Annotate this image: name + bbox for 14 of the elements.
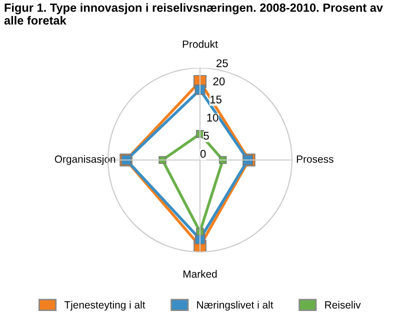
y-tick-label: 5 [204,132,209,140]
spoke-label: Marked [183,270,217,278]
legend-label: Reiseliv [325,300,361,309]
y-tick-label: 10 [207,114,218,122]
y-tick-label: 15 [210,96,222,104]
y-tick-label: 0 [200,150,206,158]
spoke-label: Prosess [296,156,334,163]
legend-label: Næringslivet i alt [197,300,274,311]
spoke-label: Organisasjon [54,155,116,165]
y-tick-label: 25 [216,59,228,68]
chart-title: Figur 1. Type innovasjon i reiselivsnæringen. 2008-2010. Prosent av alle foretak [4,3,383,25]
legend-label: Tjenesteyting i alt [64,300,146,311]
spoke-label: Produkt [182,40,218,48]
y-tick-label: 20 [213,77,225,86]
